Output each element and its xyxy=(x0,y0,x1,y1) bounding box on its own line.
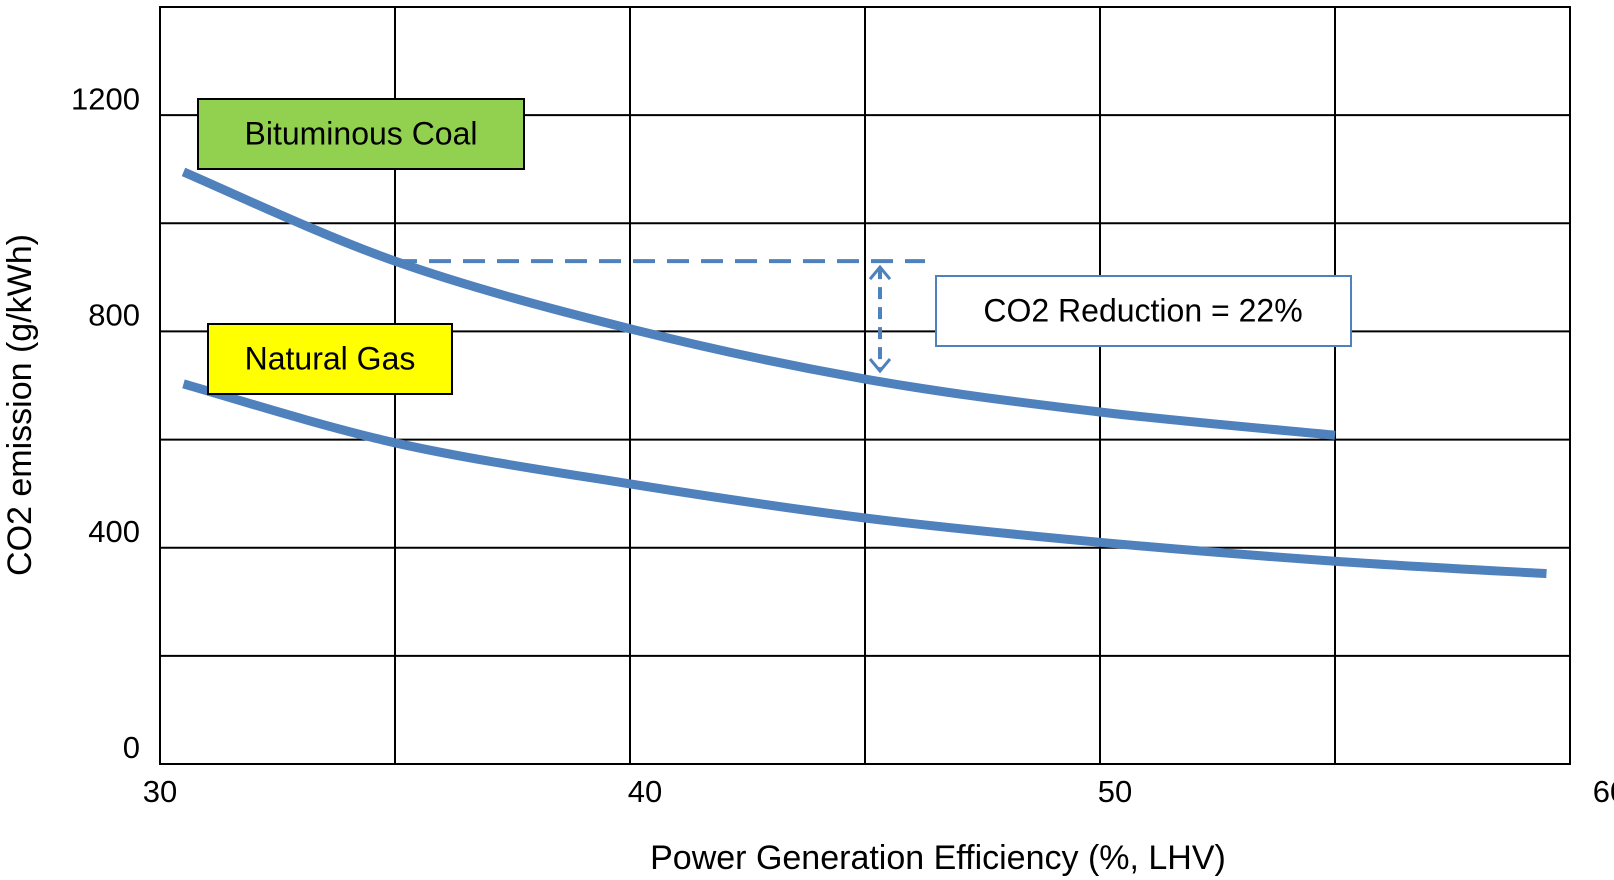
series-line xyxy=(181,167,1336,440)
y-tick-label: 0 xyxy=(123,730,140,765)
series-label-box xyxy=(207,323,453,395)
y-axis-title: CO2 emission (g/kWh) xyxy=(1,234,39,576)
x-tick-label: 50 xyxy=(1098,774,1132,809)
x-tick-label: 60 xyxy=(1593,774,1614,809)
series-line xyxy=(182,379,1547,579)
y-tick-label: 400 xyxy=(88,514,140,549)
x-tick-label: 40 xyxy=(628,774,662,809)
annotation-box xyxy=(935,275,1352,347)
y-tick-label: 800 xyxy=(88,298,140,333)
series-label-text: Natural Gas xyxy=(245,340,416,376)
series-label: Bituminous Coal xyxy=(197,98,525,170)
x-axis-title: Power Generation Efficiency (%, LHV) xyxy=(650,839,1226,877)
series-label-box xyxy=(197,98,525,170)
arrow-head xyxy=(868,264,892,281)
x-tick-label: 30 xyxy=(143,774,177,809)
arrow-head xyxy=(868,358,892,374)
y-tick-label: 1200 xyxy=(71,81,140,116)
series-label-text: Bituminous Coal xyxy=(245,115,478,151)
series-label: Natural Gas xyxy=(207,323,453,395)
annotation-text: CO2 Reduction = 22% xyxy=(983,292,1302,328)
